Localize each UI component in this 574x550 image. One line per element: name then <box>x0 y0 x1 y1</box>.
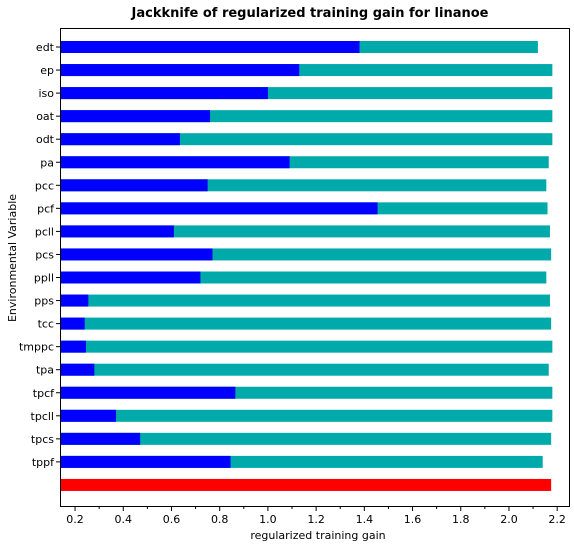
x-tick-label-0: 0.2 <box>66 513 84 526</box>
x-tick-label-5: 1.2 <box>307 513 325 526</box>
y-tick-label-tcc: tcc <box>38 318 54 331</box>
y-tick-label-pa: pa <box>40 156 54 169</box>
bar-only-oat <box>61 110 211 123</box>
bar-only-pcll <box>61 225 174 238</box>
y-tick-label-tmppc: tmppc <box>19 341 54 354</box>
bar-without-tpa <box>61 363 549 376</box>
x-tick-label-4: 1.0 <box>259 513 277 526</box>
chart-title: Jackknife of regularized training gain f… <box>131 6 489 21</box>
x-tick-label-6: 1.4 <box>356 513 374 526</box>
bar-only-pa <box>61 156 290 169</box>
bar-without-tcc <box>61 317 552 330</box>
bar-without-pcll <box>61 225 550 238</box>
x-tick-label-8: 1.8 <box>452 513 470 526</box>
bar-only-ep <box>61 64 300 77</box>
x-axis: 0.2 0.4 0.6 0.8 1.0 1.2 1.4 1.6 1.8 2.0 2.2 <box>66 506 566 526</box>
y-tick-label-tpcs: tpcs <box>31 433 54 446</box>
y-tick-label-edt: edt <box>36 41 55 54</box>
bar-only-odt <box>61 133 180 146</box>
bar-only-pcs <box>61 248 213 261</box>
bar-only-pcc <box>61 179 208 192</box>
bar-only-iso <box>61 87 268 100</box>
x-tick-label-9: 2.0 <box>500 513 518 526</box>
y-tick-label-pps: pps <box>34 295 54 308</box>
bar-only-pcf <box>61 202 378 215</box>
x-tick-label-3: 0.8 <box>211 513 229 526</box>
x-axis-title: regularized training gain <box>250 529 385 542</box>
x-tick-label-10: 2.2 <box>548 513 566 526</box>
y-tick-label-oat: oat <box>36 110 54 123</box>
bar-all-variables <box>61 478 552 491</box>
y-tick-label-tppf: tppf <box>32 456 55 469</box>
y-tick-label-ppll: ppll <box>34 272 54 285</box>
x-tick-label-2: 0.6 <box>163 513 181 526</box>
bar-only-tpcll <box>61 409 117 422</box>
bars-layer <box>61 41 553 491</box>
bar-only-edt <box>61 41 360 53</box>
bar-only-tppf <box>61 455 231 468</box>
bar-only-tcc <box>61 317 85 330</box>
bar-only-tmppc <box>61 340 86 353</box>
bar-only-tpa <box>61 363 95 376</box>
plot-area-frame <box>60 28 570 507</box>
bar-only-tpcf <box>61 386 236 399</box>
y-tick-label-odt: odt <box>36 133 55 146</box>
y-axis-title: Environmental Variable <box>6 194 19 322</box>
x-tick-label-7: 1.6 <box>404 513 422 526</box>
bar-without-pps <box>61 294 550 307</box>
bar-without-tmppc <box>61 340 553 353</box>
y-tick-label-tpcll: tpcll <box>31 410 54 423</box>
y-tick-label-pcc: pcc <box>35 179 54 192</box>
y-tick-label-tpa: tpa <box>36 364 54 377</box>
bar-without-odt <box>61 133 553 146</box>
y-axis: edt ep iso oat odt pa pcc pcf pcll pcs ppll pps tcc t… <box>19 41 60 469</box>
y-tick-label-tpcf: tpcf <box>33 387 55 400</box>
x-tick-label-1: 0.4 <box>115 513 133 526</box>
y-tick-label-ep: ep <box>40 64 54 77</box>
y-tick-label-pcf: pcf <box>37 202 55 215</box>
bar-only-pps <box>61 294 89 307</box>
y-tick-label-pcll: pcll <box>35 225 54 238</box>
y-tick-label-pcs: pcs <box>35 248 54 261</box>
bar-only-ppll <box>61 271 201 284</box>
bar-without-tpcll <box>61 409 553 422</box>
bar-without-tpcs <box>61 432 552 445</box>
bar-only-tpcs <box>61 432 141 445</box>
y-tick-label-iso: iso <box>38 87 54 100</box>
